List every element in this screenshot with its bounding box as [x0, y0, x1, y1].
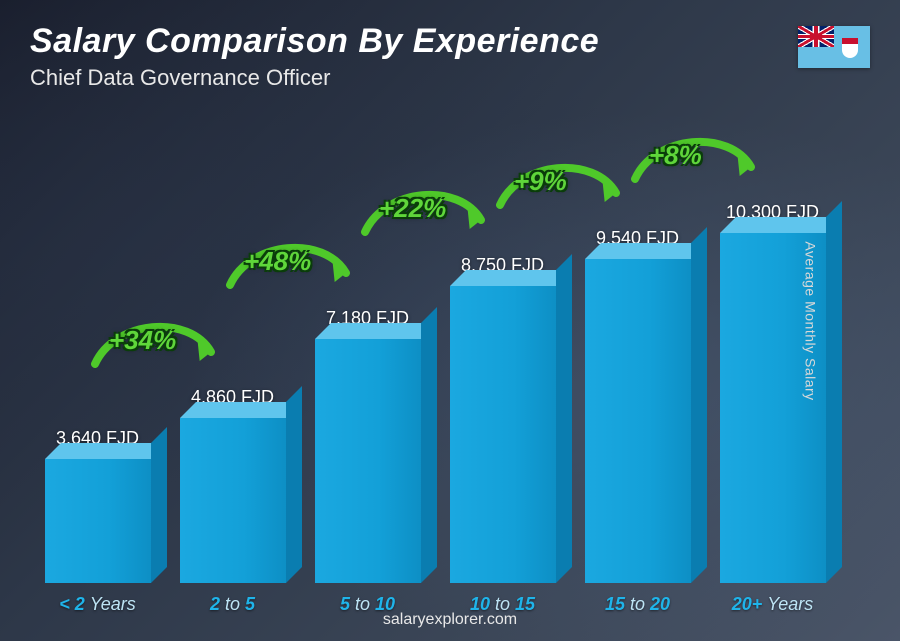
percent-increase-badge: +8%: [649, 140, 702, 171]
country-flag-icon: [798, 26, 870, 68]
source-footer: salaryexplorer.com: [0, 611, 900, 629]
bar: [450, 286, 556, 583]
chart-header: Salary Comparison By Experience Chief Da…: [30, 22, 599, 91]
bar: [315, 339, 421, 583]
bar: [45, 459, 151, 583]
chart-title: Salary Comparison By Experience: [30, 22, 599, 61]
y-axis-label: Average Monthly Salary: [802, 241, 818, 400]
bar-group: 3,640 FJD< 2 Years: [34, 428, 161, 583]
percent-increase-badge: +34%: [109, 325, 176, 356]
bar: [180, 418, 286, 583]
bar: [585, 259, 691, 583]
bar-group: +9%9,540 FJD15 to 20: [574, 228, 701, 583]
bar-group: +22%8,750 FJD10 to 15: [439, 255, 566, 583]
chart-subtitle: Chief Data Governance Officer: [30, 65, 599, 91]
percent-increase-badge: +48%: [244, 246, 311, 277]
percent-increase-badge: +22%: [379, 193, 446, 224]
bar-group: +48%7,180 FJD5 to 10: [304, 308, 431, 583]
salary-bar-chart: 3,640 FJD< 2 Years+34%4,860 FJD2 to 5+48…: [30, 120, 840, 583]
percent-increase-badge: +9%: [514, 166, 567, 197]
bar-group: +34%4,860 FJD2 to 5: [169, 387, 296, 583]
